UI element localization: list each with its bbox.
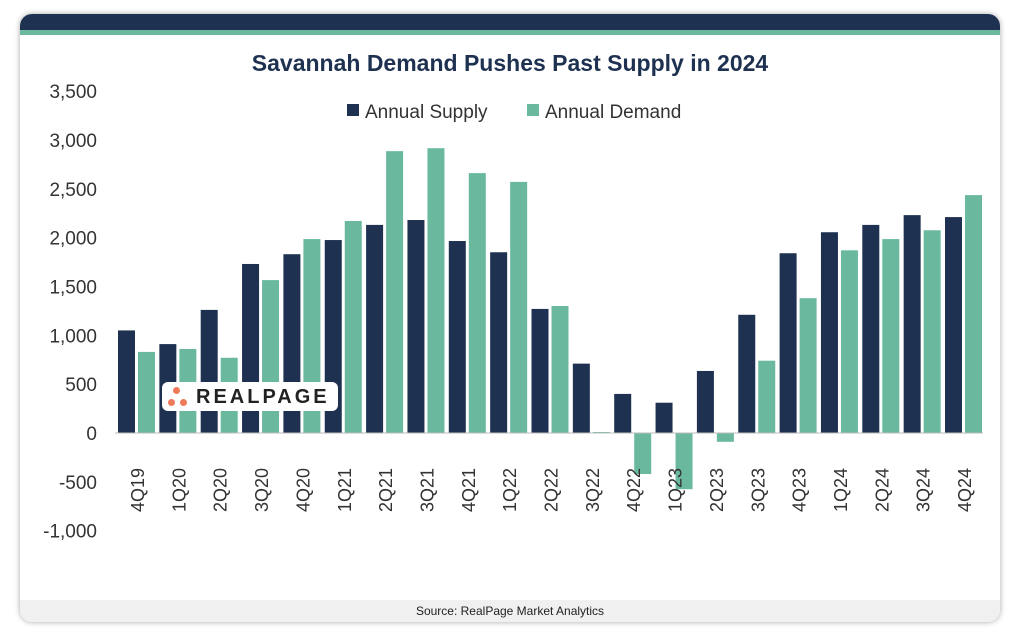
x-tick-label: 1Q21 xyxy=(335,468,355,512)
bar-demand xyxy=(923,230,941,433)
x-tick-label: 4Q22 xyxy=(624,468,644,512)
y-tick-label: 0 xyxy=(86,424,97,445)
bar-demand xyxy=(634,433,652,475)
x-tick-label: 1Q22 xyxy=(500,468,520,512)
bar-demand xyxy=(675,433,693,490)
bar-supply xyxy=(820,232,838,433)
bar-demand xyxy=(799,298,817,433)
bar-supply xyxy=(490,252,508,433)
y-tick-label: 2,500 xyxy=(49,180,97,201)
x-tick-label: 2Q22 xyxy=(542,468,562,512)
bar-supply xyxy=(118,330,135,433)
bar-supply xyxy=(531,308,549,433)
bar-demand xyxy=(510,181,528,433)
y-tick-label: -1,000 xyxy=(43,522,97,543)
x-tick-label: 3Q24 xyxy=(914,468,934,512)
bar-supply xyxy=(696,370,714,433)
bar-supply xyxy=(862,224,880,433)
x-tick-label: 3Q21 xyxy=(417,468,437,512)
y-tick-label: 2,000 xyxy=(49,229,97,250)
x-tick-label: 1Q24 xyxy=(831,468,851,512)
header-bar xyxy=(20,14,1000,30)
legend-swatch xyxy=(347,104,359,116)
bar-demand xyxy=(138,351,155,433)
legend-label: Annual Supply xyxy=(365,102,488,123)
x-tick-label: 1Q23 xyxy=(666,468,686,512)
x-tick-label: 4Q23 xyxy=(790,468,810,512)
bar-supply xyxy=(448,241,466,433)
x-tick-label: 4Q21 xyxy=(459,468,479,512)
bar-demand xyxy=(551,305,569,433)
y-tick-label: -500 xyxy=(59,473,97,494)
x-tick-label: 2Q20 xyxy=(211,468,231,512)
bar-demand xyxy=(882,239,900,433)
bar-supply xyxy=(614,393,632,433)
x-tick-label: 1Q20 xyxy=(169,468,189,512)
bar-supply xyxy=(779,253,797,433)
x-tick-label: 3Q22 xyxy=(583,468,603,512)
accent-stripe xyxy=(20,30,1000,35)
realpage-logo: REALPAGE xyxy=(162,382,338,411)
bar-demand xyxy=(840,250,858,433)
bar-demand xyxy=(716,433,734,442)
x-tick-label: 4Q20 xyxy=(293,468,313,512)
bar-demand xyxy=(427,148,445,433)
x-tick-label: 4Q19 xyxy=(128,468,148,512)
bar-demand xyxy=(386,151,404,433)
y-tick-label: 500 xyxy=(65,375,97,396)
legend-swatch xyxy=(527,104,539,116)
x-tick-label: 3Q20 xyxy=(252,468,272,512)
bar-demand xyxy=(468,173,486,434)
y-tick-label: 1,000 xyxy=(49,326,97,347)
bar-demand xyxy=(344,220,362,433)
bar-supply xyxy=(366,224,384,433)
x-tick-label: 2Q24 xyxy=(872,468,892,512)
legend-label: Annual Demand xyxy=(545,102,681,123)
y-tick-label: 1,500 xyxy=(49,277,97,298)
bar-supply xyxy=(655,402,673,433)
chart-title: Savannah Demand Pushes Past Supply in 20… xyxy=(251,50,769,76)
bar-supply xyxy=(738,314,756,433)
x-tick-label: 2Q23 xyxy=(707,468,727,512)
y-tick-label: 3,500 xyxy=(49,82,97,103)
x-tick-label: 4Q24 xyxy=(955,468,975,512)
source-note: Source: RealPage Market Analytics xyxy=(20,600,1000,622)
x-tick-label: 3Q23 xyxy=(748,468,768,512)
bar-demand xyxy=(758,360,776,433)
bar-supply xyxy=(945,217,962,433)
y-tick-label: 3,000 xyxy=(49,131,97,152)
bar-demand xyxy=(965,195,982,433)
x-tick-label: 2Q21 xyxy=(376,468,396,512)
bar-supply xyxy=(903,215,921,433)
bar-supply xyxy=(407,220,425,433)
bar-supply xyxy=(200,309,218,433)
bar-supply xyxy=(572,363,590,433)
